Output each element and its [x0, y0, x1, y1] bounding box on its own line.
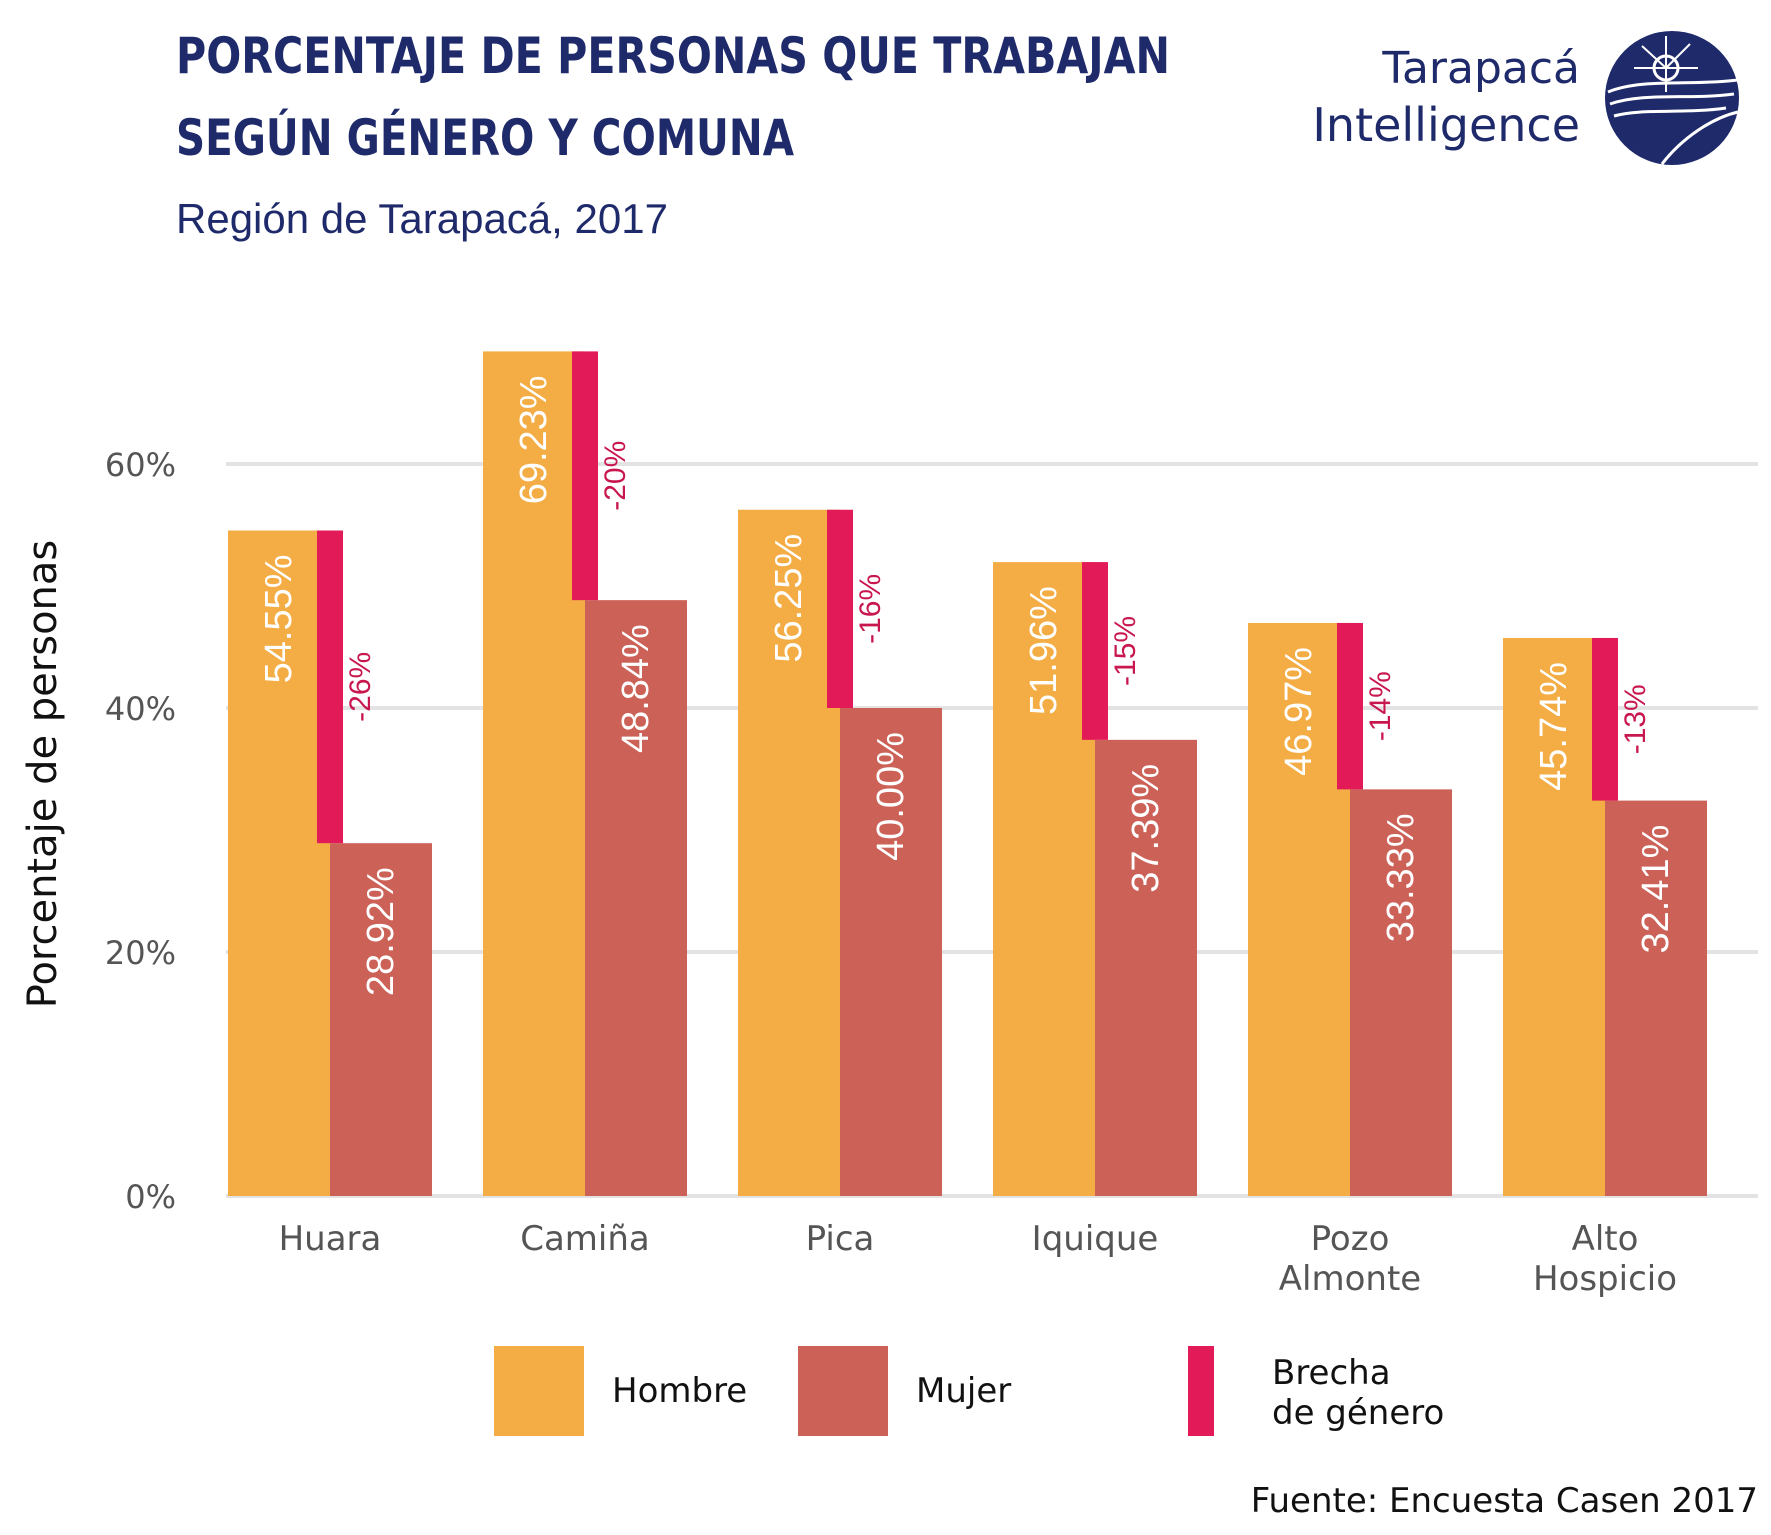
bar-hombre [228, 530, 330, 1196]
bar-hombre [483, 351, 585, 1196]
legend-hombre-label: Hombre [612, 1371, 747, 1411]
bar-labels: 54.55% 28.92% -26% 69.23% 48.84% -20% 56.25% 40… [258, 375, 1677, 996]
data-label-hombre: 45.74% [1533, 662, 1575, 791]
chart-subtitle: Región de Tarapacá, 2017 [176, 195, 668, 242]
data-label-mujer: 48.84% [615, 624, 657, 753]
x-tick-label: Camiña [520, 1219, 650, 1259]
legend-brecha-label: Brecha de género [1272, 1353, 1444, 1433]
x-tick-label: Alto Hospicio [1533, 1219, 1677, 1299]
y-tick-label: 40% [105, 690, 176, 728]
data-label-mujer: 28.92% [360, 867, 402, 996]
data-label-mujer: 33.33% [1380, 813, 1422, 942]
data-label-brecha: -14% [1364, 671, 1397, 741]
data-label-brecha: -13% [1619, 684, 1652, 754]
source-note: Fuente: Encuesta Casen 2017 [1251, 1481, 1758, 1521]
bar-brecha [1337, 622, 1363, 790]
brand-name-line-2: Intelligence [1312, 98, 1580, 152]
bars [228, 351, 1707, 1196]
bar-brecha [572, 351, 598, 601]
bar-mujer [330, 843, 432, 1196]
y-tick-label: 60% [105, 446, 176, 484]
data-label-brecha: -20% [599, 441, 632, 511]
grid-lines [226, 462, 1758, 1198]
tarapaca-intelligence-logo-icon [1605, 31, 1739, 165]
bar-mujer [840, 708, 942, 1196]
data-label-brecha: -16% [854, 574, 887, 644]
x-tick-label: Pozo Almonte [1279, 1219, 1421, 1299]
data-label-hombre: 69.23% [513, 375, 555, 504]
bar-brecha [827, 509, 853, 708]
data-label-mujer: 37.39% [1125, 764, 1167, 893]
data-label-mujer: 32.41% [1635, 825, 1677, 954]
x-tick-label: Iquique [1032, 1219, 1159, 1259]
legend: Hombre Mujer Brecha de género [494, 1346, 1444, 1436]
y-tick-label: 20% [105, 934, 176, 972]
legend-hombre-swatch [494, 1346, 584, 1436]
y-axis-ticks: 0% 20% 40% 60% [105, 446, 176, 1216]
bar-brecha [317, 530, 343, 844]
chart-title-line-1: PORCENTAJE DE PERSONAS QUE TRABAJAN [176, 27, 1170, 85]
data-label-brecha: -15% [1109, 616, 1142, 686]
bar-mujer [1350, 789, 1452, 1196]
x-axis-ticks: Huara Camiña Pica Iquique Pozo Almonte Alto Hos… [279, 1219, 1677, 1299]
y-tick-label: 0% [125, 1178, 176, 1216]
bar-hombre [1503, 637, 1605, 1196]
legend-brecha-swatch [1188, 1346, 1214, 1436]
data-label-hombre: 56.25% [768, 534, 810, 663]
y-axis-label: Porcentaje de personas [20, 540, 66, 1009]
bar-mujer [1095, 739, 1197, 1196]
bar-hombre [738, 509, 840, 1196]
chart-title-line-2: SEGÚN GÉNERO Y COMUNA [176, 108, 794, 167]
data-label-mujer: 40.00% [870, 732, 912, 861]
bar-hombre [993, 562, 1095, 1196]
data-label-hombre: 51.96% [1023, 586, 1065, 715]
data-label-hombre: 46.97% [1278, 647, 1320, 776]
bar-brecha [1592, 637, 1618, 801]
brand-name-line-1: Tarapacá [1381, 43, 1580, 94]
x-tick-label: Pica [806, 1219, 875, 1259]
bar-hombre [1248, 622, 1350, 1196]
legend-mujer-label: Mujer [916, 1371, 1011, 1411]
legend-mujer-swatch [798, 1346, 888, 1436]
data-label-hombre: 54.55% [258, 554, 300, 683]
bar-mujer [585, 600, 687, 1196]
x-tick-label: Huara [279, 1219, 382, 1259]
bar-mujer [1605, 800, 1707, 1196]
data-label-brecha: -26% [344, 652, 377, 722]
bar-brecha [1082, 562, 1108, 740]
